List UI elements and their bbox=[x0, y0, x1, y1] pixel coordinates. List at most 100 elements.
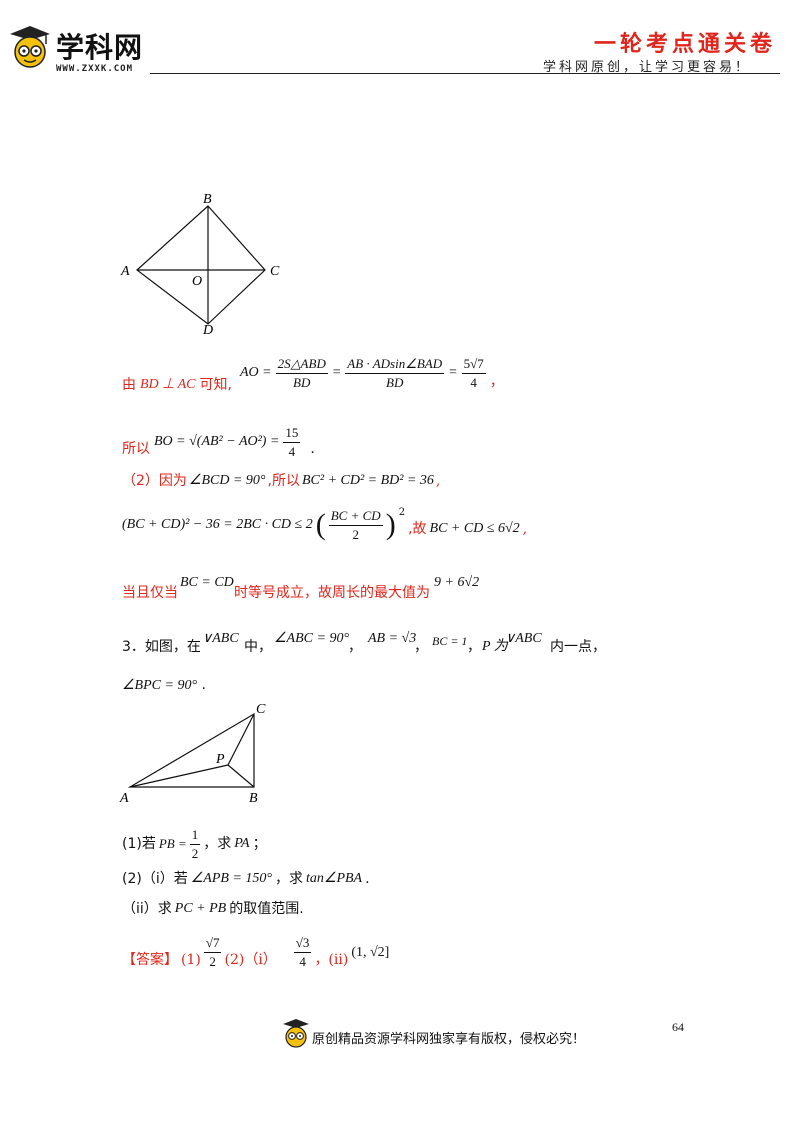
part-2ii-expr: PC + PB bbox=[174, 901, 227, 916]
logo-mascot-icon bbox=[10, 26, 50, 68]
part-1-pb: PB = bbox=[158, 836, 187, 851]
label-d: D bbox=[202, 323, 213, 338]
answer-3-value: (1, √2] bbox=[351, 945, 390, 960]
part-1-pa: PA bbox=[234, 836, 250, 851]
label-c: C bbox=[270, 264, 280, 279]
sol-l1-end: ， bbox=[489, 374, 504, 390]
label-a2: A bbox=[119, 791, 129, 806]
q3-angle-abc: ∠ABC = 90° bbox=[274, 631, 350, 646]
answer-line: 【答案】 (1) √7 2 (2)（i） √3 4 ，(ii) (1, √2] bbox=[122, 930, 389, 974]
sol-l2-end: . bbox=[310, 441, 315, 457]
sol-l2-prefix: 所以 bbox=[122, 441, 150, 457]
label-b2: B bbox=[249, 791, 258, 806]
part-2ii-prefix: （ii）求 bbox=[122, 901, 172, 917]
header-divider bbox=[150, 73, 780, 74]
sol-l5-prefix: 当且仅当 bbox=[122, 585, 178, 601]
solution-line-3: （2）因为 ∠BCD = 90° ,所以 BC² + CD² = BD² = 3… bbox=[122, 472, 440, 490]
sol-l5-cond: BC = CD bbox=[180, 575, 234, 590]
q3-triangle-2: ∨ABC bbox=[505, 631, 542, 646]
solution-line-2: 所以 BO = √(AB² − AO²) = 15 4 . bbox=[122, 420, 315, 464]
sol-l3-angle: ∠BCD = 90° bbox=[188, 473, 266, 488]
sol-l4-expr: (BC + CD)² − 36 = 2BC · CD ≤ 2 bbox=[122, 517, 313, 532]
sol-l2-frac: 15 4 bbox=[283, 424, 301, 459]
part-1-prefix: (1)若 bbox=[122, 836, 156, 852]
label-b: B bbox=[203, 192, 212, 207]
sol-l1-known: 可知, bbox=[199, 377, 232, 393]
part-2i-end: . bbox=[365, 871, 370, 887]
part-2i-tan: tan∠PBA bbox=[306, 871, 363, 886]
sol-l3-end: , bbox=[435, 473, 441, 489]
q3-comma-2: ， bbox=[414, 639, 428, 655]
answer-2-frac: √3 4 bbox=[293, 934, 312, 969]
sol-l1-lhs: AO = bbox=[239, 365, 272, 380]
sol-l3-mid: ,所以 bbox=[267, 473, 300, 489]
part-2i-prefix: (2)（i）若 bbox=[122, 871, 188, 887]
q3-comma-3: ， bbox=[467, 639, 481, 655]
sol-l4-result: BC + CD ≤ 6√2 bbox=[429, 521, 520, 536]
footer-copyright: 原创精品资源学科网独家享有版权，侵权必究！ bbox=[312, 1032, 586, 1047]
part-1-end: ； bbox=[252, 836, 267, 852]
sol-l5-mid: 时等号成立，故周长的最大值为 bbox=[234, 585, 430, 601]
part-2i: (2)（i）若 ∠APB = 150° ，求 tan∠PBA . bbox=[122, 870, 370, 888]
part-2ii-end: 的取值范围. bbox=[229, 901, 304, 917]
part-2i-angle: ∠APB = 150° bbox=[190, 871, 272, 886]
sol-l4-end: , bbox=[522, 521, 528, 537]
triangle-outline bbox=[127, 712, 255, 788]
segment-pc bbox=[227, 713, 255, 766]
sol-l1-frac-3: 5√7 4 bbox=[461, 355, 486, 390]
segment-pa bbox=[129, 764, 229, 788]
figure-triangle: C P A B bbox=[119, 702, 266, 806]
answer-2-label: (2)（i） bbox=[224, 952, 277, 968]
solution-line-4: (BC + CD)² − 36 = 2BC · CD ≤ 2 ( BC + CD… bbox=[122, 502, 527, 548]
answer-3-label: ，(ii) bbox=[314, 952, 349, 968]
sol-l1-condition: BD ⊥ AC bbox=[140, 377, 196, 392]
sol-l5-value: 9 + 6√2 bbox=[434, 575, 480, 590]
part-2i-ask: ，求 bbox=[275, 871, 303, 887]
answer-1-frac: √7 2 bbox=[203, 934, 222, 969]
q3-p-is: P 为 bbox=[482, 639, 508, 654]
sol-l4-rparen: ) bbox=[385, 508, 396, 541]
q3-ab: AB = √3 bbox=[368, 631, 417, 646]
label-a: A bbox=[120, 264, 130, 279]
logo-url: WWW.ZXXK.COM bbox=[56, 64, 134, 74]
sol-l1-eq1: = bbox=[331, 365, 342, 380]
header: 学科网 WWW.ZXXK.COM 一轮考点通关卷 学科网原创，让学习更容易！ bbox=[0, 0, 800, 80]
answer-1-label: (1) bbox=[181, 952, 201, 968]
footer-mascot-icon bbox=[283, 1019, 309, 1048]
sol-l4-square: 2 bbox=[398, 507, 406, 518]
sol-l3-eq: BC² + CD² = BD² = 36 bbox=[301, 473, 434, 488]
q3-number: 3．如图，在 bbox=[122, 639, 201, 655]
logo-text: 学科网 bbox=[56, 31, 144, 64]
q3-triangle-1: ∨ABC bbox=[202, 631, 239, 646]
page-number: 64 bbox=[672, 1020, 684, 1034]
question-3-line-2: ∠BPC = 90° . bbox=[122, 676, 206, 695]
sol-l4-lparen: ( bbox=[315, 508, 326, 541]
sol-l1-frac-2: AB · ADsin∠BAD BD bbox=[345, 355, 445, 390]
label-c2: C bbox=[256, 702, 266, 717]
q3-angle-bpc: ∠BPC = 90° bbox=[122, 678, 198, 693]
label-p: P bbox=[215, 752, 225, 767]
sol-l2-expr: BO = √(AB² − AO²) = bbox=[154, 434, 280, 449]
q3-bc: BC = 1 bbox=[432, 634, 468, 648]
part-2ii: （ii）求 PC + PB 的取值范围. bbox=[122, 900, 304, 918]
series-title: 一轮考点通关卷 bbox=[594, 32, 777, 57]
q3-bpc-end: . bbox=[201, 677, 206, 693]
q3-inside: 内一点， bbox=[550, 639, 606, 655]
rhombus-outline bbox=[136, 205, 266, 325]
q3-comma-1: ， bbox=[348, 639, 362, 655]
header-slogan: 学科网原创，让学习更容易！ bbox=[543, 60, 752, 75]
sol-l4-frac: BC + CD 2 bbox=[328, 507, 383, 542]
figure-rhombus: B A C O D bbox=[120, 192, 280, 338]
q3-zhong: 中， bbox=[244, 639, 272, 655]
solution-line-1: 由 BD ⊥ AC 可知, AO = 2S△ABD BD = AB · ADsin… bbox=[122, 348, 504, 398]
segment-pb bbox=[227, 764, 255, 788]
sol-l1-eq2: = bbox=[448, 365, 458, 380]
answer-label: 【答案】 bbox=[122, 952, 178, 968]
sol-l4-mid: ,故 bbox=[408, 521, 427, 537]
part-1-ask: ，求 bbox=[203, 836, 232, 852]
sol-l1-prefix: 由 bbox=[122, 377, 136, 393]
sol-l1-frac-1: 2S△ABD BD bbox=[275, 355, 328, 390]
sol-l3-prefix: （2）因为 bbox=[122, 473, 187, 489]
